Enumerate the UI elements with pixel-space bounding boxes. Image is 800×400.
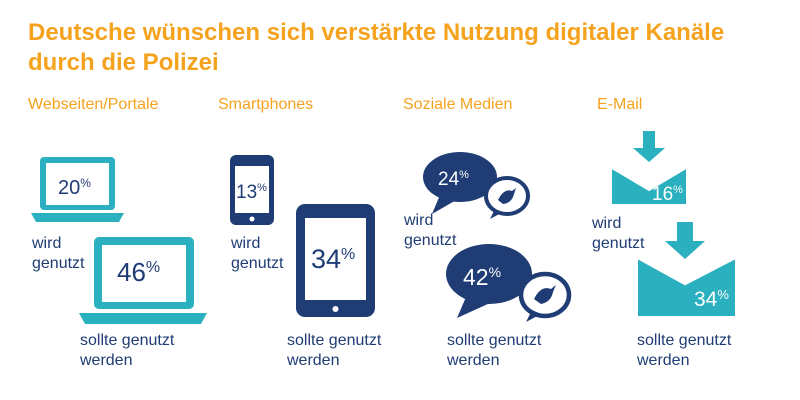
label-desired-smartphones: sollte genutzt werden bbox=[287, 331, 381, 371]
label-current-line2: genutzt bbox=[32, 255, 85, 272]
chart-title: Deutsche wünschen sich verstärkte Nutzun… bbox=[28, 19, 725, 76]
label-current-line1: wird bbox=[404, 212, 434, 229]
label-current-smartphones: wird genutzt bbox=[231, 234, 283, 274]
label-desired-line1: sollte genutzt bbox=[287, 332, 382, 349]
category-label-social: Soziale Medien bbox=[403, 96, 513, 113]
label-desired-line2: werden bbox=[447, 352, 500, 369]
category-label-smartphones: Smartphones bbox=[218, 96, 314, 113]
label-current-email: wird genutzt bbox=[592, 214, 644, 254]
label-desired-line2: werden bbox=[637, 352, 690, 369]
label-desired-line1: sollte genutzt bbox=[80, 332, 175, 349]
speech-bubble-icon-small bbox=[423, 152, 530, 219]
value-label-email-desired: 34% bbox=[694, 287, 729, 311]
envelope-icon-large bbox=[637, 222, 736, 316]
label-current-web: wird genutzt bbox=[32, 234, 84, 274]
category-label-web: Webseiten/Portale bbox=[28, 96, 159, 113]
smartphone-icon-large bbox=[296, 204, 375, 317]
value-label-smartphones-desired: 34% bbox=[311, 244, 355, 274]
label-desired-line1: sollte genutzt bbox=[447, 332, 542, 349]
label-desired-line2: werden bbox=[80, 352, 133, 369]
label-current-line2: genutzt bbox=[592, 235, 645, 252]
label-desired-line1: sollte genutzt bbox=[637, 332, 732, 349]
label-current-line1: wird bbox=[592, 215, 622, 232]
laptop-icon-small bbox=[31, 157, 124, 222]
label-current-line1: wird bbox=[231, 235, 261, 252]
label-desired-line2: werden bbox=[287, 352, 340, 369]
label-current-line2: genutzt bbox=[231, 255, 284, 272]
label-current-line2: genutzt bbox=[404, 232, 457, 249]
envelope-icon-small bbox=[611, 131, 687, 204]
label-desired-web: sollte genutzt werden bbox=[80, 331, 174, 371]
smartphone-icon-small bbox=[230, 155, 274, 225]
category-label-email: E-Mail bbox=[597, 96, 643, 113]
label-desired-email: sollte genutzt werden bbox=[637, 331, 731, 371]
label-desired-social: sollte genutzt werden bbox=[447, 331, 541, 371]
laptop-icon-large bbox=[79, 237, 207, 324]
label-current-social: wird genutzt bbox=[404, 211, 456, 251]
label-current-line1: wird bbox=[32, 235, 62, 252]
speech-bubble-icon-large bbox=[446, 244, 572, 322]
